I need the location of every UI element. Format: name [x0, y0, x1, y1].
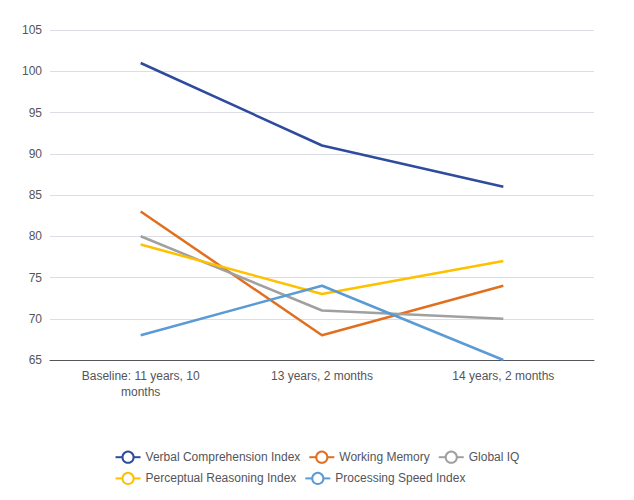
svg-text:13 years, 2 months: 13 years, 2 months: [271, 369, 373, 383]
svg-text:Verbal Comprehension Index: Verbal Comprehension Index: [146, 450, 301, 464]
svg-text:14 years, 2 months: 14 years, 2 months: [452, 369, 554, 383]
svg-text:95: 95: [29, 106, 43, 120]
svg-text:80: 80: [29, 229, 43, 243]
svg-text:100: 100: [22, 64, 42, 78]
svg-text:65: 65: [29, 353, 43, 367]
svg-text:Working Memory: Working Memory: [339, 450, 429, 464]
svg-text:70: 70: [29, 312, 43, 326]
svg-text:Global IQ: Global IQ: [469, 450, 520, 464]
svg-text:months: months: [121, 385, 160, 399]
svg-text:Perceptual Reasoning Index: Perceptual Reasoning Index: [146, 471, 297, 485]
svg-text:Processing Speed Index: Processing Speed Index: [335, 471, 465, 485]
svg-text:Baseline: 11 years, 10: Baseline: 11 years, 10: [82, 369, 200, 383]
svg-text:85: 85: [29, 188, 43, 202]
svg-text:75: 75: [29, 271, 43, 285]
svg-text:90: 90: [29, 147, 43, 161]
svg-text:105: 105: [22, 23, 42, 37]
